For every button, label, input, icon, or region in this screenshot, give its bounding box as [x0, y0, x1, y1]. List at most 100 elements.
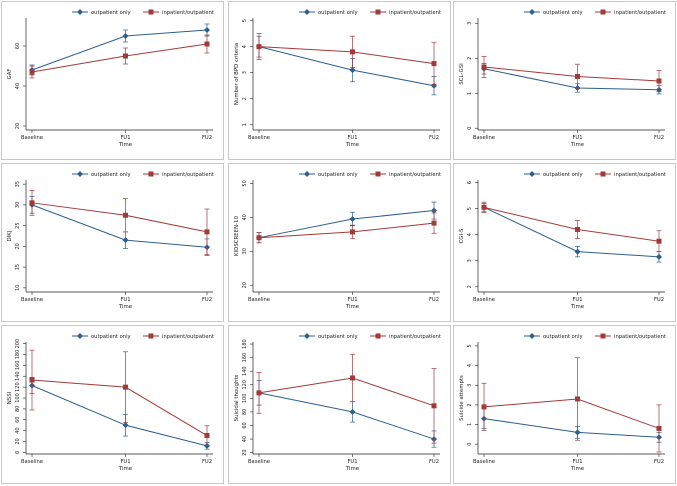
y-tick-label: 2	[467, 57, 473, 60]
y-tick-label: 35	[15, 181, 21, 187]
panel-frame	[228, 1, 451, 160]
y-tick-label: 3	[467, 259, 473, 262]
y-tick-label: 160	[242, 353, 248, 363]
x-axis-title: Time	[345, 142, 360, 148]
panel-frame	[228, 325, 451, 484]
x-tick-label: Baseline	[21, 459, 43, 465]
chart-panel-1: outpatient only inpatient/outpatient 20 40 6…	[1, 1, 224, 160]
y-tick-label: 30	[15, 202, 21, 208]
y-tick-label: 1	[467, 423, 473, 426]
y-tick-label: 60	[15, 43, 21, 49]
legend-marker-diamond	[77, 9, 83, 15]
chart-panel-6: outpatient only inpatient/outpatient 2 3 4 5 6…	[453, 163, 676, 322]
y-tick-label: 100	[15, 393, 21, 403]
series-line-inpatient	[258, 222, 435, 239]
legend-marker-diamond	[529, 9, 535, 15]
legend-marker-square	[148, 171, 154, 177]
data-point-inpatient	[575, 396, 580, 402]
y-tick-label: 120	[242, 380, 248, 390]
legend-label-outpatient: outpatient only	[318, 172, 358, 178]
data-point-outpatient	[122, 33, 129, 39]
data-point-inpatient	[29, 69, 35, 75]
data-point-inpatient	[256, 390, 262, 396]
chart-panel-4: outpatient only inpatient/outpatient 10 15 2…	[1, 163, 224, 322]
y-tick-label: 25	[15, 222, 21, 228]
legend-label-outpatient: outpatient only	[543, 334, 583, 340]
y-tick-label: 3	[467, 384, 473, 387]
y-tick-label: 120	[15, 382, 21, 392]
legend-label-outpatient: outpatient only	[543, 172, 583, 178]
x-tick-label: FU1	[120, 459, 130, 465]
x-tick-label: FU2	[654, 459, 664, 465]
data-point-inpatient	[481, 404, 487, 410]
y-tick-label: 20	[15, 438, 21, 444]
y-tick-label: 2	[467, 285, 473, 288]
legend-marker-diamond	[304, 171, 310, 177]
y-tick-label: 2	[242, 97, 248, 100]
y-tick-label: 2	[467, 403, 473, 406]
x-axis-title: Time	[570, 466, 585, 472]
legend-marker-diamond	[77, 171, 83, 177]
legend-marker-square	[600, 9, 606, 15]
legend-label-inpatient: inpatient/outpatient	[389, 10, 441, 16]
data-point-inpatient	[575, 73, 580, 79]
legend-label-outpatient: outpatient only	[543, 10, 583, 16]
x-axis-title: Time	[118, 466, 133, 472]
y-axis-title: Suicidal thoughts	[234, 374, 240, 421]
data-point-inpatient	[431, 61, 437, 67]
x-tick-label: FU1	[572, 459, 582, 465]
y-tick-label: 100	[242, 394, 248, 404]
data-point-inpatient	[350, 375, 355, 381]
x-tick-label: FU2	[429, 135, 439, 141]
x-tick-label: FU2	[429, 297, 439, 303]
y-tick-label: 160	[15, 361, 21, 371]
chart-panel-7: outpatient only inpatient/outpatient 0 20 40…	[1, 325, 224, 484]
data-point-outpatient	[656, 253, 662, 260]
y-tick-label: 40	[15, 427, 21, 433]
legend-label-outpatient: outpatient only	[318, 334, 358, 340]
data-point-inpatient	[204, 41, 210, 47]
data-point-inpatient	[656, 425, 662, 431]
legend-marker-square	[600, 171, 606, 177]
data-point-outpatient	[122, 422, 129, 429]
data-point-outpatient	[349, 216, 356, 223]
y-tick-label: 20	[242, 282, 248, 288]
data-point-inpatient	[29, 200, 35, 206]
legend-marker-diamond	[529, 333, 535, 339]
x-tick-label: FU1	[120, 297, 130, 303]
y-tick-label: 15	[15, 264, 21, 270]
y-tick-label: 20	[15, 123, 21, 129]
y-tick-label: 1	[467, 92, 473, 95]
y-axis-title: NSSI	[7, 391, 13, 404]
series-line-inpatient	[31, 43, 208, 73]
y-tick-label: 10	[15, 285, 21, 291]
chart-panel-5: outpatient only inpatient/outpatient 20 30 4…	[228, 163, 451, 322]
y-tick-label: 180	[15, 350, 21, 360]
y-tick-label: 80	[15, 406, 21, 412]
legend-marker-diamond	[304, 333, 310, 339]
x-tick-label: FU1	[572, 297, 582, 303]
x-axis-title: Time	[570, 142, 585, 148]
y-tick-label: 200	[15, 339, 21, 349]
series-line-inpatient	[31, 379, 208, 436]
series-line-inpatient	[31, 202, 208, 233]
y-tick-label: 0	[467, 443, 473, 446]
data-point-outpatient	[349, 408, 356, 415]
data-point-inpatient	[123, 53, 128, 59]
series-line-outpatient	[258, 210, 435, 239]
data-point-outpatient	[431, 207, 437, 214]
data-point-inpatient	[123, 212, 128, 218]
data-point-inpatient	[656, 238, 662, 244]
y-tick-label: 40	[15, 83, 21, 89]
panel-frame	[1, 163, 224, 322]
data-point-inpatient	[481, 64, 487, 70]
x-tick-label: Baseline	[473, 297, 495, 303]
data-point-inpatient	[431, 220, 437, 226]
panel-frame	[453, 325, 676, 484]
legend-marker-square	[148, 333, 154, 339]
y-axis-title: DIKJ	[7, 230, 13, 241]
y-tick-label: 40	[242, 436, 248, 442]
legend-label-inpatient: inpatient/outpatient	[389, 334, 441, 340]
x-tick-label: FU1	[572, 135, 582, 141]
